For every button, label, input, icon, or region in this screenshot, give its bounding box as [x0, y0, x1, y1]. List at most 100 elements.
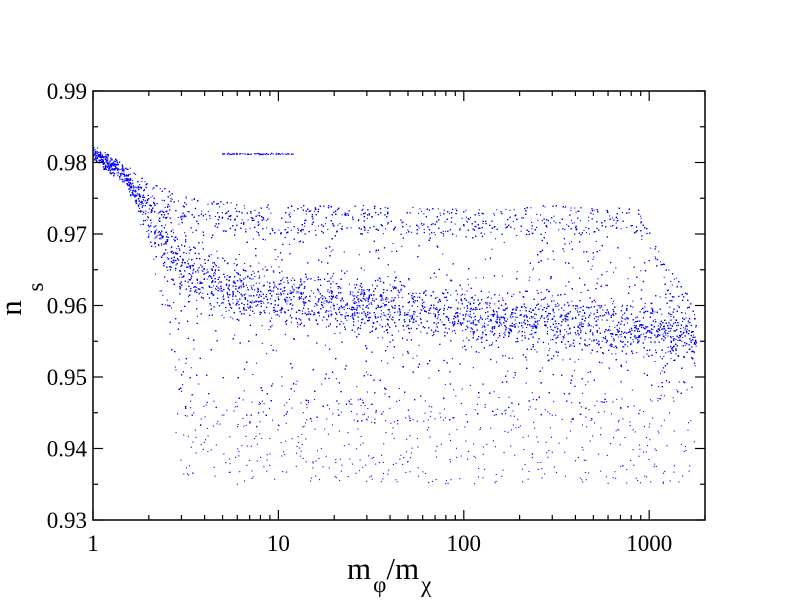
data-point [164, 253, 166, 255]
data-point [626, 322, 628, 324]
data-point [444, 230, 446, 232]
data-point [602, 353, 605, 355]
data-point [162, 255, 164, 257]
data-point [461, 288, 463, 290]
data-point [366, 297, 368, 299]
data-point [173, 301, 175, 304]
data-point [304, 225, 306, 227]
data-point [296, 380, 298, 382]
data-point [177, 200, 179, 202]
data-point [631, 329, 633, 331]
data-point [363, 291, 365, 293]
data-point [481, 307, 483, 310]
data-point [474, 294, 476, 296]
data-point [451, 322, 453, 324]
data-point [671, 324, 673, 327]
data-point [178, 223, 180, 225]
data-point [159, 188, 161, 190]
data-point [675, 353, 677, 355]
data-point [309, 300, 311, 302]
data-point [393, 299, 395, 301]
data-point [610, 297, 612, 300]
data-point [377, 304, 379, 306]
data-point [213, 285, 215, 287]
data-point [121, 172, 123, 174]
data-point [659, 372, 662, 374]
data-point [549, 222, 552, 224]
data-point [299, 310, 301, 312]
data-point [294, 338, 296, 340]
data-point [192, 231, 194, 233]
data-point [239, 277, 241, 280]
data-point [202, 298, 204, 300]
data-point [271, 290, 273, 292]
data-point [220, 302, 223, 304]
data-point [629, 329, 631, 331]
data-point [654, 360, 656, 363]
data-point [632, 300, 634, 302]
data-point [308, 313, 310, 315]
data-point [487, 302, 489, 304]
data-point [243, 205, 245, 207]
data-point [327, 289, 329, 291]
data-point [523, 314, 525, 316]
data-point [488, 320, 490, 322]
data-point [270, 266, 272, 268]
data-point [306, 279, 308, 281]
data-point [114, 161, 116, 163]
data-point [529, 317, 531, 319]
data-point [688, 321, 690, 324]
data-point [456, 307, 458, 309]
data-point [515, 308, 517, 310]
data-point [640, 270, 642, 272]
data-point [680, 331, 682, 333]
data-point [140, 200, 142, 202]
data-point [612, 271, 615, 273]
data-point [406, 325, 408, 327]
data-point [148, 233, 150, 235]
data-point [238, 291, 241, 294]
data-point [123, 175, 125, 177]
data-point [111, 166, 113, 168]
data-point [541, 220, 543, 222]
data-point [575, 334, 577, 336]
data-point [284, 333, 286, 335]
data-point [633, 336, 635, 338]
data-point [637, 329, 639, 331]
data-point [475, 339, 477, 341]
data-point [271, 383, 274, 385]
data-point [537, 219, 539, 221]
data-point [343, 306, 345, 308]
data-point [281, 376, 283, 378]
data-point [352, 291, 354, 293]
data-point [95, 155, 97, 157]
data-point [298, 291, 300, 293]
data-point [228, 285, 230, 287]
data-point [197, 271, 199, 273]
data-point [360, 214, 362, 216]
data-point [536, 351, 538, 353]
data-point [214, 273, 216, 275]
data-point [381, 319, 383, 321]
data-point [469, 308, 471, 310]
data-point [514, 228, 516, 230]
data-point [484, 233, 486, 235]
data-point [408, 279, 410, 281]
data-point [257, 291, 259, 293]
data-point [494, 313, 496, 315]
data-point [553, 312, 555, 314]
data-point [318, 315, 320, 317]
data-point [389, 311, 391, 313]
data-point [219, 206, 221, 208]
data-point [444, 384, 446, 386]
data-point [625, 319, 627, 321]
data-point [531, 232, 533, 234]
data-point [110, 168, 112, 170]
data-point [207, 203, 209, 205]
data-point [565, 205, 567, 207]
data-point [150, 196, 152, 198]
data-point [579, 220, 581, 222]
data-point [243, 309, 245, 311]
data-point [205, 219, 208, 221]
data-point [306, 407, 308, 409]
